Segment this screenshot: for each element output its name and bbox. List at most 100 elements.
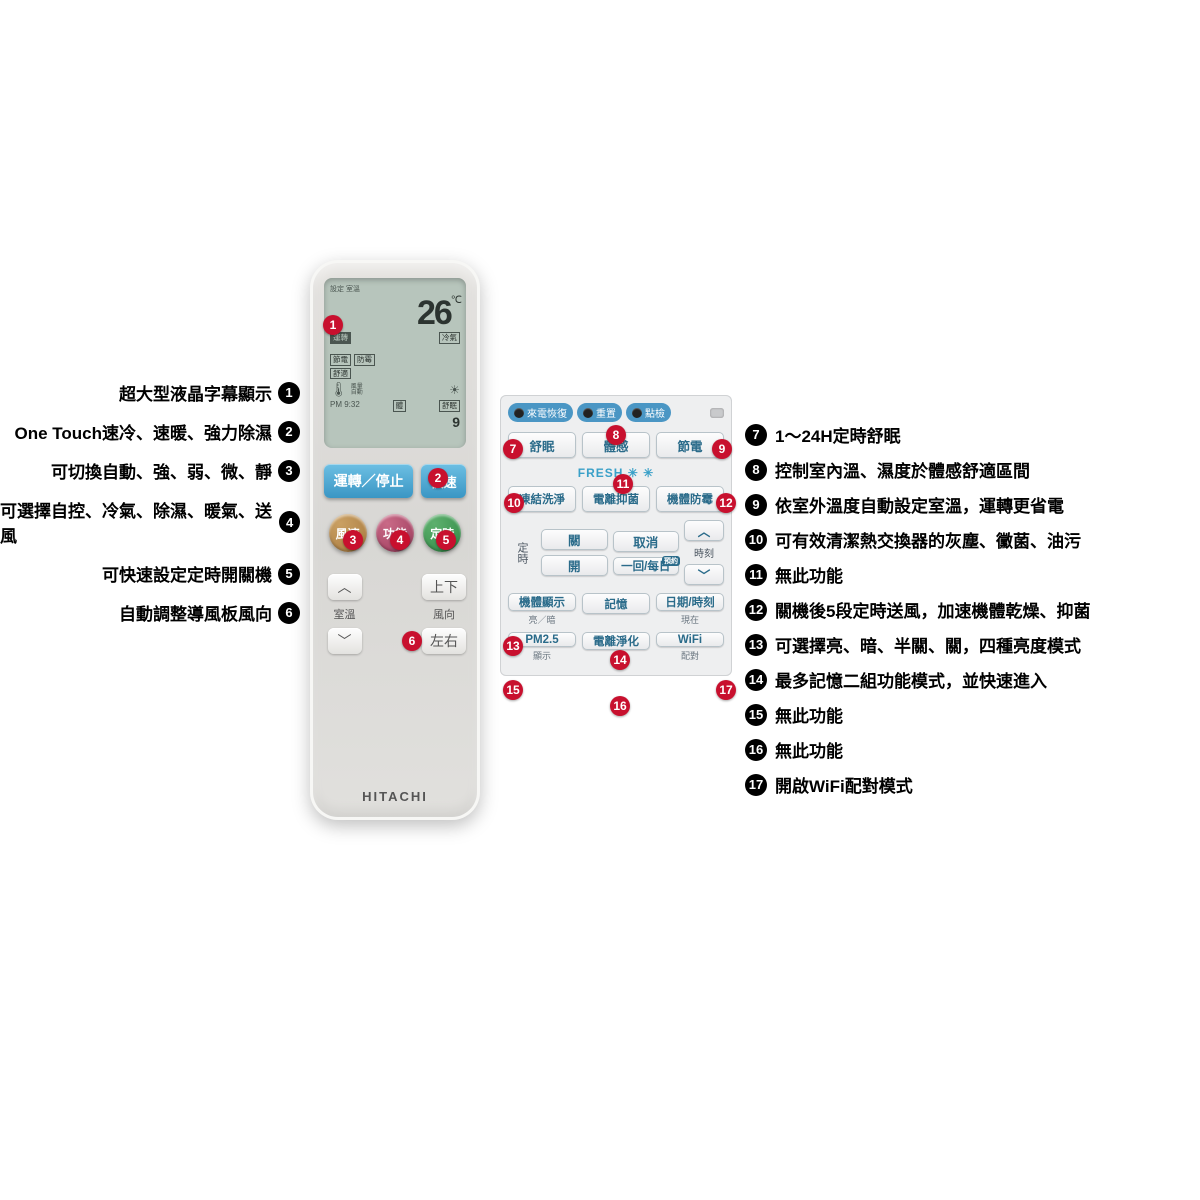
callout-17: 17 <box>716 680 736 700</box>
body-mold-button[interactable]: 機體防霉 <box>656 486 724 512</box>
left-item-text: 自動調整導風板風向 <box>119 600 272 625</box>
right-item-badge: 16 <box>745 739 767 761</box>
lcd-sleep-value: 9 <box>330 414 460 430</box>
lcd-mode-chip: 冷氣 <box>439 332 460 344</box>
winddir-label: 風向 <box>433 606 455 622</box>
right-item-badge: 9 <box>745 494 767 516</box>
left-item-4: 可選擇自控、冷氣、除濕、暖氣、送風4 <box>0 497 300 547</box>
row3-col-1: 記憶 <box>582 593 650 626</box>
row4-sublabel-2: 配對 <box>656 649 724 662</box>
right-feature-list: 71～24H定時舒眠 8控制室內溫、濕度於體感舒適區間 9 依室外溫度自動設定室溫，運… <box>745 422 1185 807</box>
callout-15: 15 <box>503 680 523 700</box>
right-item-7: 71～24H定時舒眠 <box>745 422 1185 447</box>
callout-13: 13 <box>503 636 523 656</box>
lcd-temperature: 26℃ <box>330 296 460 330</box>
reserve-tag: 預約 <box>662 556 680 566</box>
swing-leftright-button[interactable]: 左右 <box>422 628 466 654</box>
right-item-text: 可選擇亮、暗、半關、關，四種亮度模式 <box>775 632 1081 657</box>
callout-11: 11 <box>613 474 633 494</box>
left-item-text: 可快速設定定時開關機 <box>102 561 272 586</box>
swing-updown-button[interactable]: 上下 <box>422 574 466 600</box>
row3-sublabel-2: 現在 <box>656 613 724 626</box>
lcd-sleep-chip: 舒眠 <box>439 400 460 412</box>
right-item-badge: 12 <box>745 599 767 621</box>
right-item-text: 無此功能 <box>775 702 843 727</box>
right-item-8: 8控制室內溫、濕度於體感舒適區間 <box>745 457 1185 482</box>
left-item-badge: 5 <box>278 563 300 585</box>
callout-14: 14 <box>610 650 630 670</box>
left-item-6: 自動調整導風板風向 6 <box>0 600 300 625</box>
right-item-text: 無此功能 <box>775 737 843 762</box>
right-item-badge: 15 <box>745 704 767 726</box>
row4-col-2: WiFi 配對 <box>656 632 724 662</box>
left-item-text: 可切換自動、強、弱、微、靜 <box>51 458 272 483</box>
right-item-14: 14 最多記憶二組功能模式，並快速進入 <box>745 667 1185 692</box>
callout-12: 12 <box>716 493 736 513</box>
right-item-text: 依室外溫度自動設定室溫，運轉更省電 <box>775 492 1064 517</box>
timer-on-button[interactable]: 開 <box>541 555 608 576</box>
right-item-badge: 13 <box>745 634 767 656</box>
right-item-text: 最多記憶二組功能模式，並快速進入 <box>775 667 1047 692</box>
callout-7: 7 <box>503 439 523 459</box>
callout-6: 6 <box>402 631 422 651</box>
lcd-temp-unit: ℃ <box>451 295 460 306</box>
clock-down-button[interactable]: ﹀ <box>684 564 724 585</box>
right-item-text: 開啟WiFi配對模式 <box>775 772 913 797</box>
lcd-clock: 9:32 <box>344 400 360 409</box>
right-item-text: 關機後5段定時送風，加速機體乾燥、抑菌 <box>775 597 1090 622</box>
callout-4: 4 <box>390 530 410 550</box>
row3-sublabel-1 <box>582 616 650 626</box>
right-item-15: 15 無此功能 <box>745 702 1185 727</box>
right-item-11: 11無此功能 <box>745 562 1185 587</box>
row3-col-2: 日期/時刻現在 <box>656 593 724 626</box>
left-item-badge: 1 <box>278 382 300 404</box>
temp-down-button[interactable]: ﹀ <box>328 628 362 654</box>
lcd-display: 設定 室溫 26℃ 運轉 冷氣 節電 防霉 舒適 🌡 風量 自動 <box>324 278 466 448</box>
callout-16: 16 <box>610 696 630 716</box>
pill-restore: 來電恢復 <box>508 403 573 422</box>
right-item-10: 10可有效清潔熱交換器的灰塵、黴菌、油污 <box>745 527 1185 552</box>
row3-button-2[interactable]: 日期/時刻 <box>656 593 724 611</box>
timer-off-button[interactable]: 關 <box>541 529 608 550</box>
left-item-badge: 4 <box>279 511 300 533</box>
left-item-2: One Touch速冷、速暖、強力除濕 2 <box>0 419 300 444</box>
right-item-text: 控制室內溫、濕度於體感舒適區間 <box>775 457 1030 482</box>
right-item-12: 12 關機後5段定時送風，加速機體乾燥、抑菌 <box>745 597 1185 622</box>
callout-5: 5 <box>436 530 456 550</box>
timer-side-label: 定時 <box>508 525 536 581</box>
panel-top-row: 來電恢復 重置 點檢 <box>508 403 724 422</box>
row3-sublabel-0: 亮／暗 <box>508 613 576 626</box>
timer-repeat-button[interactable]: 一回/每日 預約 <box>613 557 680 575</box>
callout-1: 1 <box>323 315 343 335</box>
right-item-text: 可有效清潔熱交換器的灰塵、黴菌、油污 <box>775 527 1081 552</box>
right-item-badge: 14 <box>745 669 767 691</box>
clock-up-button[interactable]: ︿ <box>684 520 724 541</box>
run-stop-button[interactable]: 運轉／停止 <box>324 464 413 498</box>
callout-9: 9 <box>712 439 732 459</box>
row4-button-2[interactable]: WiFi <box>656 632 724 647</box>
left-item-badge: 6 <box>278 602 300 624</box>
left-item-text: One Touch速冷、速暖、強力除濕 <box>14 419 272 444</box>
lcd-body-chip: 體 <box>393 400 407 412</box>
left-item-text: 超大型液晶字幕顯示 <box>119 380 272 405</box>
callout-10: 10 <box>504 493 524 513</box>
left-item-5: 可快速設定定時開關機 5 <box>0 561 300 586</box>
row4-button-1[interactable]: 電離淨化 <box>582 632 650 650</box>
lcd-setting-label: 設定 室溫 <box>330 284 460 294</box>
right-item-13: 13 可選擇亮、暗、半關、關，四種亮度模式 <box>745 632 1185 657</box>
row3-button-1[interactable]: 記憶 <box>582 593 650 614</box>
lcd-ampm: PM <box>330 400 342 409</box>
timer-cancel-button[interactable]: 取消 <box>613 531 680 552</box>
lcd-fan-mode: 自動 <box>351 390 363 396</box>
left-item-1: 超大型液晶字幕顯示 1 <box>0 380 300 405</box>
row3-button-0[interactable]: 機體顯示 <box>508 593 576 611</box>
temp-up-button[interactable]: ︿ <box>328 574 362 600</box>
right-item-text: 無此功能 <box>775 562 843 587</box>
infographic-stage: 超大型液晶字幕顯示 1 One Touch速冷、速暖、強力除濕 2 可切換自動、強、弱、… <box>0 0 1200 1200</box>
right-item-badge: 7 <box>745 424 767 446</box>
clock-label: 時刻 <box>694 545 714 560</box>
left-item-badge: 2 <box>278 421 300 443</box>
left-item-badge: 3 <box>278 460 300 482</box>
lcd-mold-chip: 防霉 <box>354 354 375 366</box>
row3-col-0: 機體顯示亮／暗 <box>508 593 576 626</box>
